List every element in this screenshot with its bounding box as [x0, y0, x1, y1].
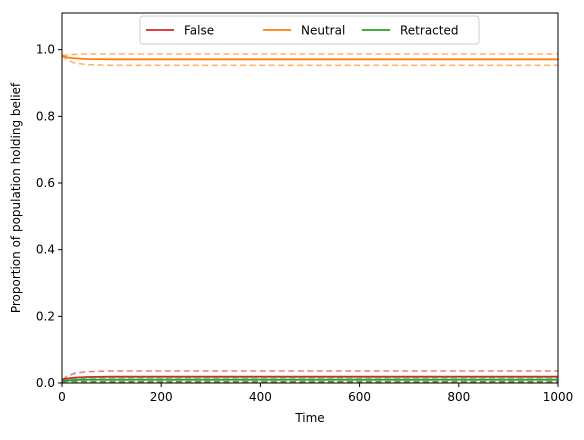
retracted-mean-line: [62, 378, 558, 383]
retracted-upper-bound-line: [62, 376, 558, 383]
x-tick-label: 400: [249, 390, 272, 404]
false-upper-bound-line: [62, 370, 558, 381]
x-axis-label: Time: [294, 411, 324, 425]
legend-box: [139, 15, 480, 45]
series-lines: [62, 53, 558, 383]
false-legend-label: False: [184, 24, 214, 38]
y-tick-label: 0.0: [36, 376, 55, 390]
y-tick-label: 1.0: [36, 43, 55, 57]
neutral-lower-bound-line: [62, 55, 558, 67]
legend: False Neutral Retracted: [139, 15, 480, 45]
y-tick-label: 0.8: [36, 109, 55, 123]
retracted-legend-label: Retracted: [400, 24, 458, 38]
neutral-mean-line: [62, 54, 558, 61]
x-tick-label: 600: [348, 390, 371, 404]
y-tick-label: 0.6: [36, 176, 55, 190]
x-tick-label: 1000: [543, 390, 574, 404]
y-axis-label: Proportion of population holding belief: [9, 82, 23, 313]
false-mean-line: [62, 375, 558, 381]
neutral-upper-bound-line: [62, 53, 558, 57]
plot-area: [62, 13, 558, 383]
y-tick-label: 0.2: [36, 309, 55, 323]
y-axis-ticks: 0.0 0.2 0.4 0.6 0.8 1.0: [36, 43, 62, 390]
x-tick-label: 0: [58, 390, 66, 404]
x-tick-label: 200: [150, 390, 173, 404]
plot-frame: [61, 12, 559, 384]
y-tick-label: 0.4: [36, 243, 55, 257]
neutral-legend-label: Neutral: [301, 24, 345, 38]
x-tick-label: 800: [447, 390, 470, 404]
x-axis-ticks: 0 200 400 600 800 1000: [58, 383, 573, 404]
